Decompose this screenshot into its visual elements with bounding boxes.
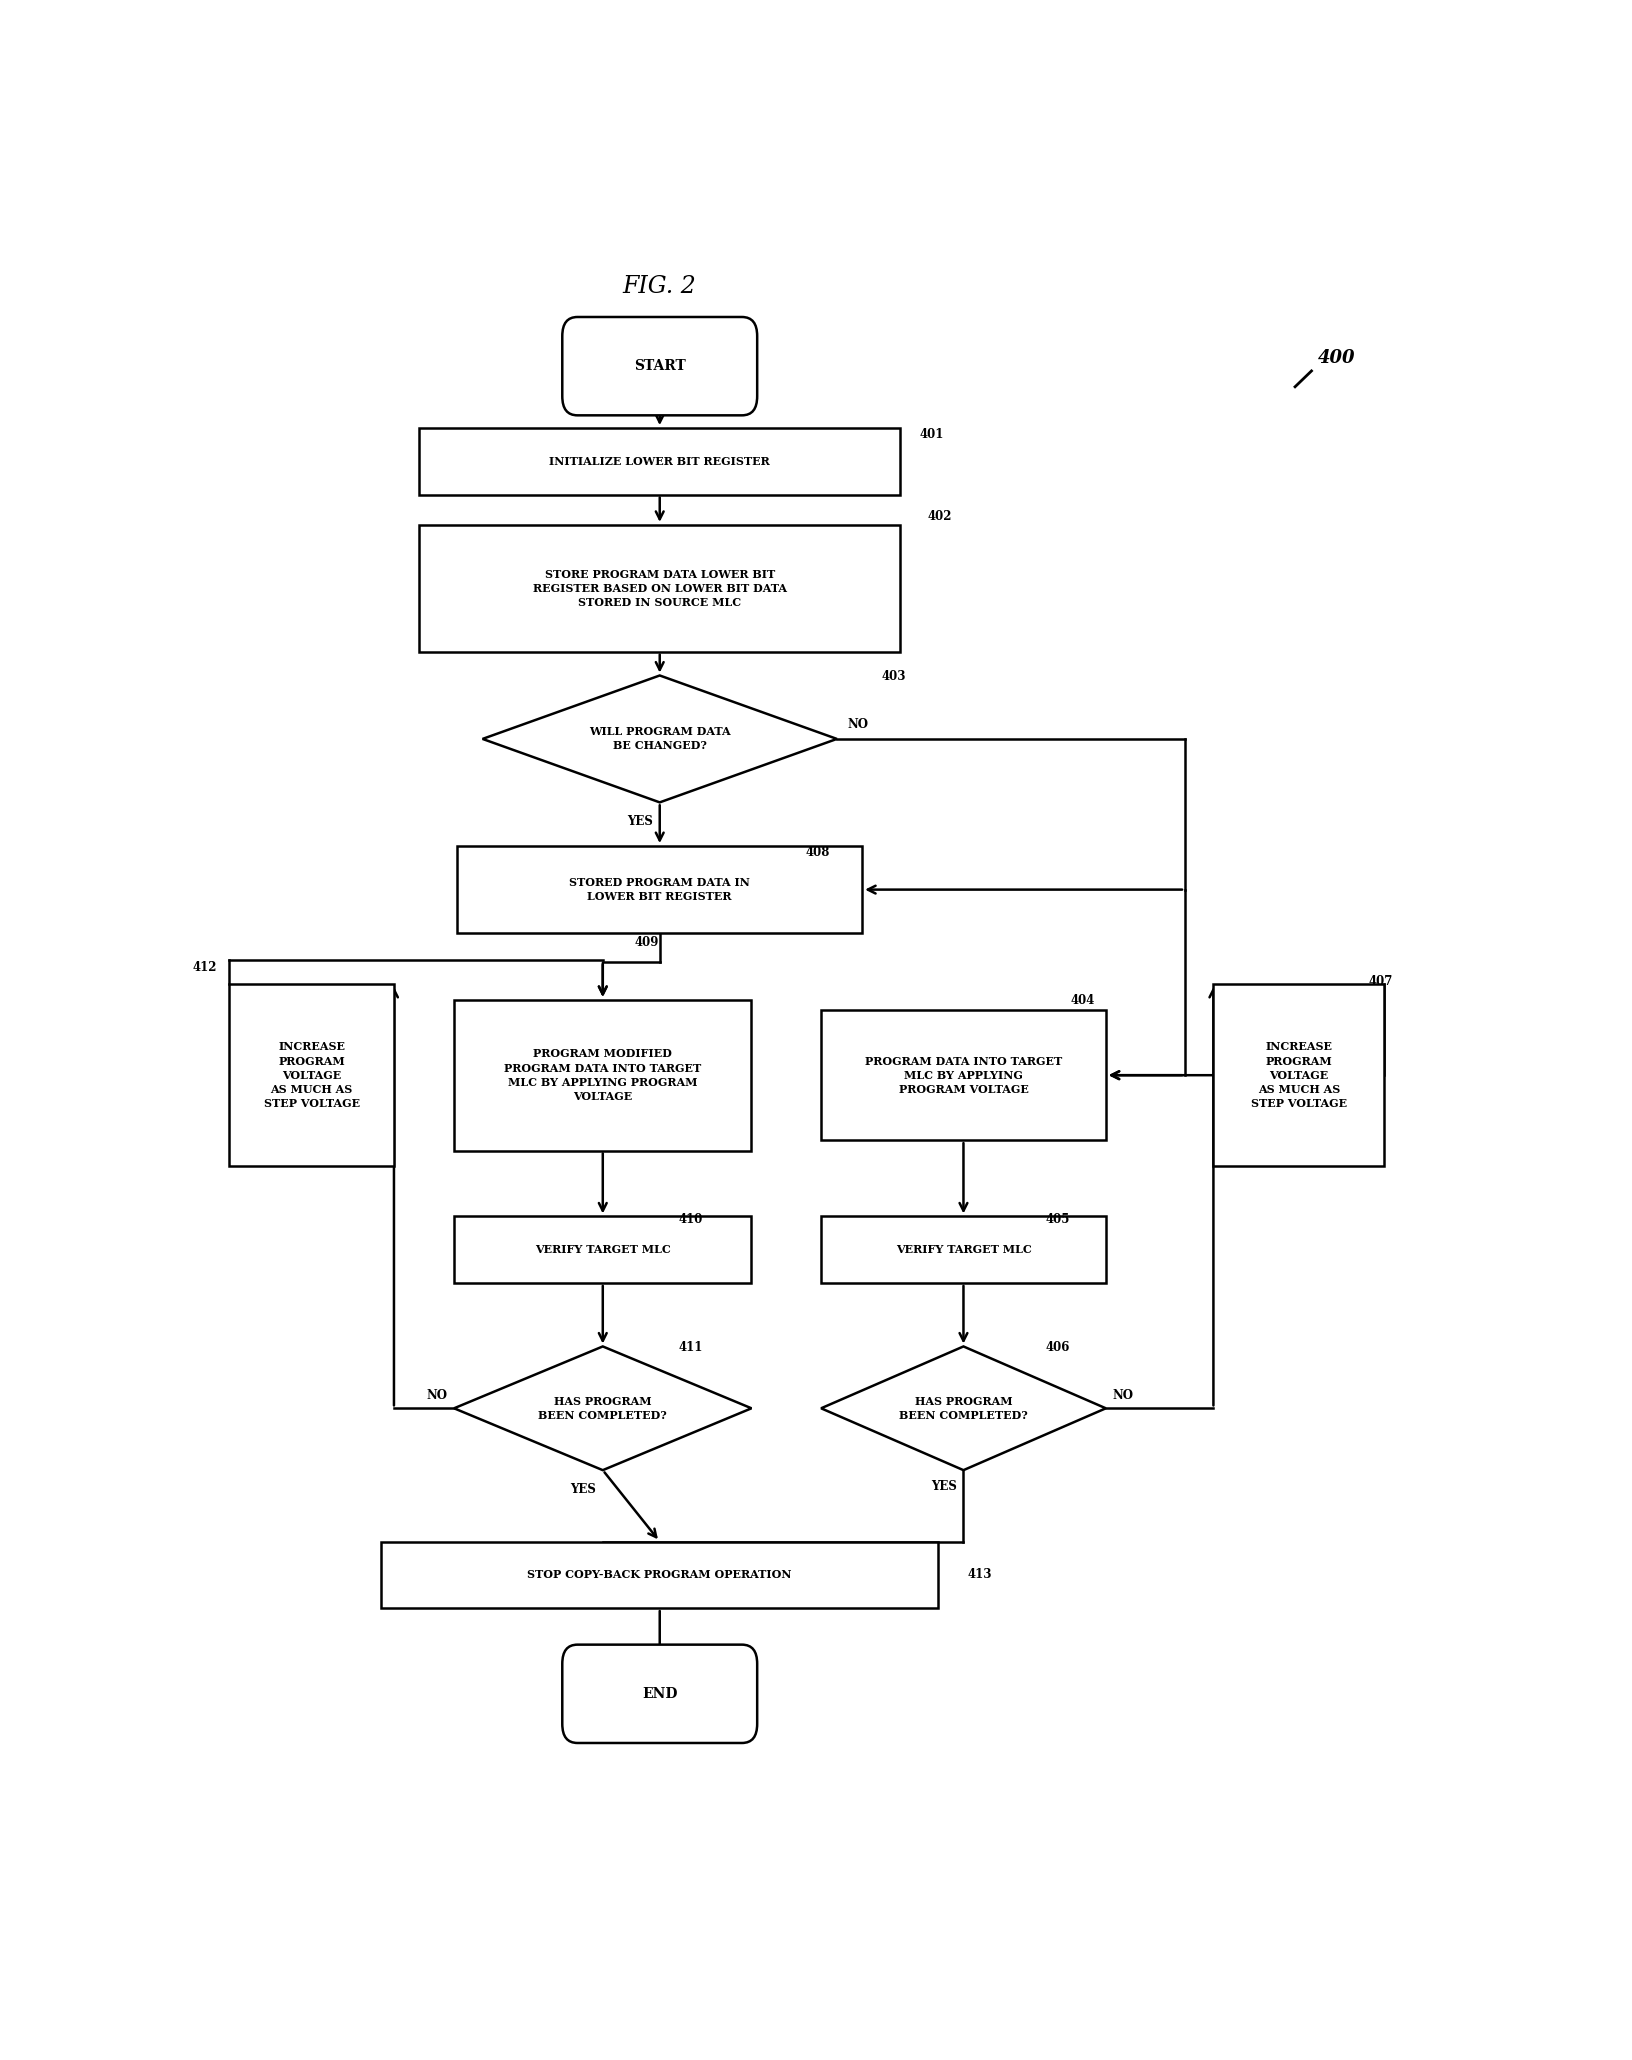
Text: 400: 400	[1317, 350, 1355, 367]
FancyBboxPatch shape	[561, 1644, 757, 1743]
FancyBboxPatch shape	[454, 999, 751, 1152]
Text: 411: 411	[679, 1341, 703, 1353]
Text: WILL PROGRAM DATA
BE CHANGED?: WILL PROGRAM DATA BE CHANGED?	[589, 727, 730, 752]
Text: STORED PROGRAM DATA IN
LOWER BIT REGISTER: STORED PROGRAM DATA IN LOWER BIT REGISTE…	[570, 878, 749, 902]
Text: PROGRAM DATA INTO TARGET
MLC BY APPLYING
PROGRAM VOLTAGE: PROGRAM DATA INTO TARGET MLC BY APPLYING…	[865, 1055, 1061, 1094]
Polygon shape	[821, 1347, 1105, 1471]
Text: 409: 409	[633, 935, 658, 950]
Text: STOP COPY-BACK PROGRAM OPERATION: STOP COPY-BACK PROGRAM OPERATION	[527, 1570, 792, 1580]
Text: INCREASE
PROGRAM
VOLTAGE
AS MUCH AS
STEP VOLTAGE: INCREASE PROGRAM VOLTAGE AS MUCH AS STEP…	[1250, 1042, 1346, 1108]
Text: NO: NO	[1111, 1388, 1133, 1403]
Text: YES: YES	[627, 816, 653, 828]
Polygon shape	[454, 1347, 751, 1471]
Text: VERIFY TARGET MLC: VERIFY TARGET MLC	[894, 1244, 1031, 1255]
Text: NO: NO	[847, 719, 868, 731]
Text: YES: YES	[570, 1483, 596, 1496]
Text: YES: YES	[930, 1479, 956, 1494]
FancyBboxPatch shape	[419, 525, 899, 651]
FancyBboxPatch shape	[1213, 985, 1384, 1166]
FancyBboxPatch shape	[457, 847, 862, 933]
Text: HAS PROGRAM
BEEN COMPLETED?: HAS PROGRAM BEEN COMPLETED?	[899, 1397, 1027, 1421]
Text: NO: NO	[426, 1388, 447, 1403]
Text: VERIFY TARGET MLC: VERIFY TARGET MLC	[535, 1244, 671, 1255]
Text: 412: 412	[193, 962, 217, 974]
Text: END: END	[641, 1687, 677, 1702]
Text: INCREASE
PROGRAM
VOLTAGE
AS MUCH AS
STEP VOLTAGE: INCREASE PROGRAM VOLTAGE AS MUCH AS STEP…	[263, 1042, 359, 1108]
FancyBboxPatch shape	[454, 1215, 751, 1283]
Polygon shape	[483, 676, 837, 803]
Text: PROGRAM MODIFIED
PROGRAM DATA INTO TARGET
MLC BY APPLYING PROGRAM
VOLTAGE: PROGRAM MODIFIED PROGRAM DATA INTO TARGE…	[504, 1049, 702, 1102]
Text: START: START	[633, 358, 685, 373]
Text: 402: 402	[927, 511, 951, 523]
Text: 408: 408	[805, 847, 829, 859]
Text: 407: 407	[1368, 974, 1392, 989]
Text: FIG. 2: FIG. 2	[622, 276, 697, 299]
Text: INITIALIZE LOWER BIT REGISTER: INITIALIZE LOWER BIT REGISTER	[548, 455, 770, 468]
Text: 401: 401	[919, 428, 943, 441]
FancyBboxPatch shape	[561, 317, 757, 416]
FancyBboxPatch shape	[821, 1215, 1105, 1283]
Text: STORE PROGRAM DATA LOWER BIT
REGISTER BASED ON LOWER BIT DATA
STORED IN SOURCE M: STORE PROGRAM DATA LOWER BIT REGISTER BA…	[532, 569, 787, 608]
FancyBboxPatch shape	[228, 985, 393, 1166]
Text: HAS PROGRAM
BEEN COMPLETED?: HAS PROGRAM BEEN COMPLETED?	[539, 1397, 667, 1421]
Text: 413: 413	[966, 1568, 991, 1582]
FancyBboxPatch shape	[821, 1009, 1105, 1141]
FancyBboxPatch shape	[419, 428, 899, 494]
Text: 404: 404	[1071, 995, 1095, 1007]
Text: 403: 403	[881, 670, 906, 684]
FancyBboxPatch shape	[382, 1541, 937, 1609]
Text: 405: 405	[1044, 1213, 1069, 1226]
Text: 410: 410	[679, 1213, 703, 1226]
Text: 406: 406	[1044, 1341, 1069, 1353]
